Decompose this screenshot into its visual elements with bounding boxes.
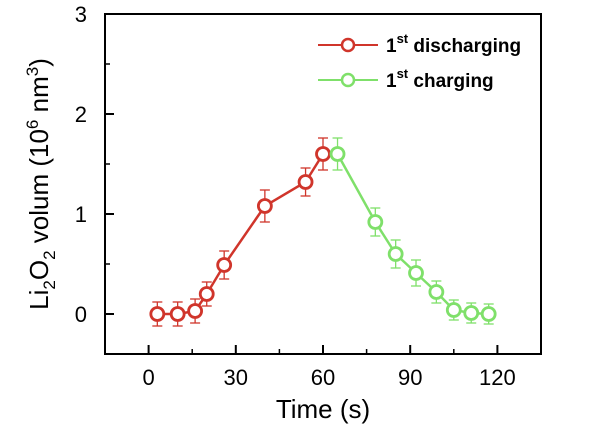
data-point: [297, 174, 314, 190]
legend-item-discharging: 1st discharging: [318, 31, 521, 57]
series-layer: [149, 137, 497, 327]
data-point: [387, 246, 404, 262]
data-point: [445, 302, 462, 318]
data-point: [408, 265, 424, 281]
legend-label-discharging: 1st discharging: [386, 31, 521, 57]
series-1: [329, 137, 497, 325]
y-axis-ticks: 0 1 2 3: [75, 2, 114, 327]
data-point: [198, 286, 215, 302]
data-point: [367, 214, 384, 230]
y-axis-title: Li2O2 volum (106 nm3): [23, 58, 59, 310]
x-tick-label-2: 60: [311, 365, 335, 390]
data-point: [169, 306, 186, 322]
y-tick-label-0: 0: [75, 302, 87, 327]
series-line-0: [157, 153, 325, 316]
legend-marker-charging: [340, 72, 356, 88]
data-point: [315, 146, 331, 162]
data-point: [480, 306, 497, 322]
x-tick-label-3: 90: [398, 365, 422, 390]
data-point: [149, 306, 166, 322]
data-point: [187, 303, 204, 319]
x-axis-ticks: 0 30 60 90 120: [142, 345, 516, 390]
legend-label-charging: 1st charging: [386, 66, 494, 92]
data-point: [463, 305, 480, 321]
y-tick-label-3: 3: [75, 2, 87, 27]
data-point: [329, 146, 346, 162]
x-tick-label-4: 120: [479, 365, 516, 390]
series-line-1: [336, 153, 489, 316]
x-tick-label-0: 0: [142, 365, 154, 390]
y-tick-label-1: 1: [75, 202, 87, 227]
legend-marker-discharging: [340, 37, 356, 53]
y-tick-label-2: 2: [75, 102, 87, 127]
legend: 1st discharging 1st charging: [318, 31, 521, 92]
x-tick-label-1: 30: [224, 365, 248, 390]
data-point: [216, 257, 233, 273]
data-point: [256, 198, 273, 214]
series-0: [149, 137, 331, 327]
x-axis-title: Time (s): [276, 394, 370, 424]
legend-item-charging: 1st charging: [318, 66, 494, 92]
data-point: [428, 284, 445, 300]
